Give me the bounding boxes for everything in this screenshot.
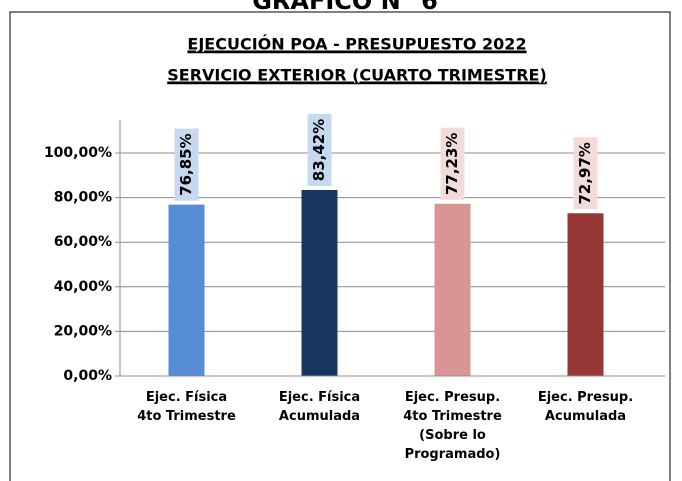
value-label-bg xyxy=(174,128,199,201)
value-label: 77,23% xyxy=(443,133,461,195)
value-label-group: 77,23% xyxy=(440,127,465,200)
y-tick-label: 0,00% xyxy=(63,368,112,384)
value-label-bg xyxy=(573,137,598,210)
value-label-group: 72,97% xyxy=(573,137,598,210)
x-tick-label: Ejec. Física Acumulada xyxy=(278,390,361,424)
chart-subtitle: SERVICIO EXTERIOR (CUARTO TRIMESTRE) xyxy=(167,66,547,85)
bar xyxy=(567,213,604,376)
value-label-bg xyxy=(307,113,332,186)
x-tick-label: Ejec. Física 4to Trimestre xyxy=(137,390,236,424)
chart-heading: GRÁFICO N° 6 xyxy=(252,0,438,15)
y-tick-label: 60,00% xyxy=(54,234,112,250)
value-label-bg xyxy=(440,127,465,200)
y-tick-label: 20,00% xyxy=(54,323,112,339)
bar xyxy=(301,189,338,376)
bar xyxy=(168,204,205,376)
y-tick-label: 100,00% xyxy=(44,145,112,161)
x-tick-label: Ejec. Presup. 4to Trimestre (Sobre lo Pr… xyxy=(403,390,502,462)
value-label: 72,97% xyxy=(576,142,594,204)
value-label-group: 83,42% xyxy=(307,113,332,186)
y-tick-label: 40,00% xyxy=(54,279,112,295)
frame xyxy=(9,11,671,481)
chart-title: EJECUCIÓN POA - PRESUPUESTO 2022 xyxy=(187,35,526,54)
value-label-group: 76,85% xyxy=(174,128,199,201)
bar xyxy=(434,203,471,376)
value-label: 83,42% xyxy=(310,119,328,181)
y-tick-label: 80,00% xyxy=(54,190,112,206)
x-tick-label: Ejec. Presup. Acumulada xyxy=(537,390,634,424)
value-label: 76,85% xyxy=(177,133,195,195)
